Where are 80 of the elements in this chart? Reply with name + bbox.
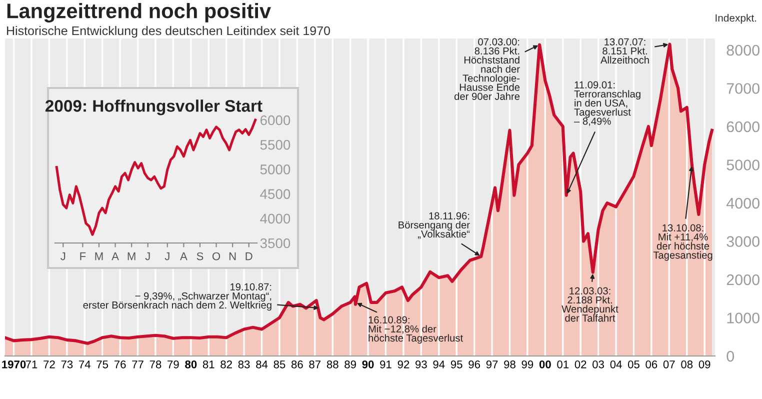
- x-tick-label: M: [128, 252, 136, 260]
- annotation: 07.03.00: 8.136 Pkt. Höchststand nach der Technologie- Hausse Ende der 90er Jahre: [454, 38, 520, 100]
- x-tick-label: 75: [96, 360, 108, 368]
- x-tick-label: 71: [26, 360, 38, 368]
- y-tick-label: 5000: [726, 160, 760, 170]
- chart-subtitle: Historische Entwicklung des deutschen Leitindex seit 1970: [7, 26, 330, 38]
- y-tick-label: 5000: [260, 164, 290, 174]
- y-tick-label: 8000: [726, 44, 760, 56]
- x-tick-label: 1970: [2, 360, 26, 368]
- x-tick-label: 96: [468, 360, 480, 368]
- x-tick-label: 74: [79, 360, 90, 368]
- x-tick-label: 97: [486, 360, 498, 368]
- x-tick-label: 03: [592, 360, 604, 368]
- x-tick-label: 95: [450, 360, 462, 368]
- annotation: 13.10.08: Mit +11,4% der höchste Tagesanstieg: [653, 224, 712, 261]
- chart-title: 2009: Hoffnungsvoller Start: [45, 100, 262, 116]
- y-tick-label: 6000: [726, 121, 760, 132]
- x-tick-label: A: [180, 252, 188, 260]
- x-tick-label: 91: [380, 360, 392, 368]
- y-tick-label: 1000: [727, 312, 760, 324]
- y-tick-label: 4000: [726, 198, 760, 209]
- x-tick-label: A: [112, 252, 119, 260]
- x-tick-label: 77: [132, 360, 144, 368]
- x-tick-label: 05: [628, 360, 640, 368]
- x-tick-label: 78: [150, 360, 162, 368]
- x-tick-label: 80: [185, 360, 197, 368]
- y-tick-label: 3500: [260, 238, 290, 248]
- x-tick-label: 04: [610, 360, 622, 368]
- x-tick-label: 72: [44, 360, 55, 368]
- line-series: [55, 118, 257, 236]
- x-tick-label: 00: [539, 360, 551, 368]
- x-tick-label: 89: [344, 360, 356, 368]
- x-tick-label: 08: [681, 360, 693, 368]
- y-tick-label: 7000: [726, 83, 760, 94]
- x-tick-label: J: [145, 252, 150, 260]
- x-tick-label: 86: [291, 360, 303, 368]
- y-tick-label: 5500: [260, 140, 290, 150]
- x-tick-label: 92: [398, 360, 410, 368]
- annotation: 13.07.07: 8.151 Pkt. Allzeithoch: [600, 38, 649, 64]
- x-tick-label: 87: [309, 360, 320, 368]
- x-tick-label: 02: [574, 360, 586, 368]
- x-tick-label: N: [229, 252, 236, 260]
- x-tick-label: 06: [646, 360, 658, 368]
- annotation: 19.10.87: − 9,39%, „Schwarzer Montag“, erster Börsenkrach nach dem 2. Weltkrieg: [83, 283, 272, 311]
- x-tick-label: S: [196, 252, 204, 260]
- y-axis-title: Indexpkt.: [716, 14, 756, 24]
- x-tick-label: 76: [114, 360, 126, 368]
- x-tick-label: J: [60, 252, 66, 260]
- annotation: 11.09.01: Terroranschlag in den USA, Tagesverlust – 8,49%: [574, 81, 640, 126]
- annotation: 16.10.89: Mit −12,8% der höchste Tagesverlust: [368, 316, 463, 344]
- x-tick-label: 07: [663, 360, 675, 368]
- y-tick-label: 3000: [726, 236, 760, 247]
- x-tick-label: 84: [256, 360, 268, 368]
- y-tick-label: 6000: [260, 115, 290, 126]
- x-tick-label: 83: [238, 360, 250, 368]
- x-tick-label: 73: [61, 360, 73, 368]
- x-tick-label: 82: [220, 360, 232, 368]
- x-tick-label: 81: [202, 360, 214, 368]
- x-tick-label: 79: [168, 360, 179, 368]
- chart-title: Langzeittrend noch positiv: [7, 3, 271, 23]
- x-tick-label: O: [212, 252, 220, 260]
- annotation: 18.11.96: Börsengang der „Volksaktie“: [398, 212, 470, 239]
- y-tick-label: 4000: [260, 214, 290, 224]
- y-tick-label: 0: [726, 350, 734, 362]
- x-tick-label: 09: [698, 360, 710, 368]
- x-tick-label: F: [80, 252, 86, 260]
- x-tick-label: 98: [504, 360, 516, 368]
- x-tick-label: 01: [557, 360, 569, 368]
- x-tick-label: 93: [416, 360, 427, 368]
- x-tick-label: 88: [326, 360, 338, 368]
- x-tick-label: 94: [433, 360, 445, 368]
- annotation: 12.03.03: 2.188 Pkt. Wendepunkt der Talfahrt: [562, 287, 618, 322]
- y-tick-label: 2000: [726, 274, 760, 286]
- x-tick-label: 90: [362, 360, 374, 368]
- x-tick-label: 85: [274, 360, 286, 368]
- x-tick-label: 99: [522, 360, 534, 368]
- x-tick-label: D: [246, 252, 252, 260]
- y-tick-label: 4500: [260, 189, 290, 199]
- x-tick-label: M: [95, 252, 103, 260]
- x-tick-label: J: [164, 252, 170, 260]
